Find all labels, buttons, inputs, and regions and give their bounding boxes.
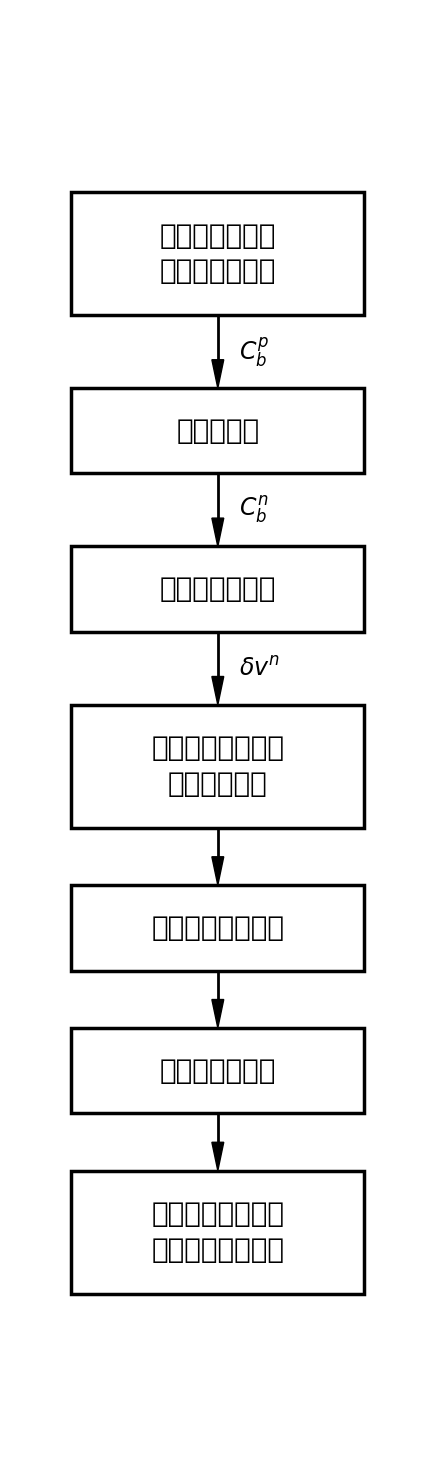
Polygon shape <box>212 1143 224 1171</box>
Text: $C_b^p$: $C_b^p$ <box>238 334 269 369</box>
Bar <box>71 1171 364 1293</box>
Bar <box>71 1028 364 1114</box>
Polygon shape <box>212 518 224 546</box>
Bar <box>71 193 364 315</box>
Polygon shape <box>212 677 224 705</box>
Polygon shape <box>212 360 224 388</box>
Bar <box>71 886 364 971</box>
Text: 一次修正粗对准: 一次修正粗对准 <box>160 575 276 603</box>
Polygon shape <box>212 999 224 1028</box>
Text: 精对准回路的设计: 精对准回路的设计 <box>151 913 284 941</box>
Bar <box>71 388 364 474</box>
Text: 静基座下惯导位
置和速度初始化: 静基座下惯导位 置和速度初始化 <box>160 222 276 285</box>
Text: 通过修正失准角实
现行进间初始对准: 通过修正失准角实 现行进间初始对准 <box>151 1200 284 1264</box>
Bar <box>71 546 364 633</box>
Text: $\delta v^n$: $\delta v^n$ <box>238 656 280 681</box>
Text: $C_b^n$: $C_b^n$ <box>238 494 268 525</box>
Text: 解析粗对准: 解析粗对准 <box>176 416 259 444</box>
Polygon shape <box>212 856 224 886</box>
Text: 控制器参数整定: 控制器参数整定 <box>160 1056 276 1084</box>
Text: 载车启动利用速度
差构造观测量: 载车启动利用速度 差构造观测量 <box>151 734 284 799</box>
Bar <box>71 705 364 828</box>
